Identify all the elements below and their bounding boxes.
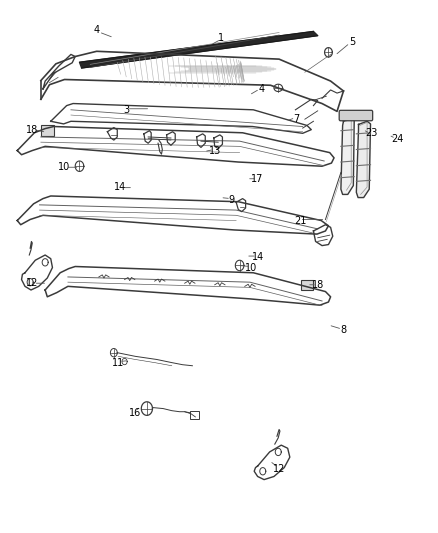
Text: 16: 16 (129, 408, 141, 418)
Bar (300, 279, 314, 290)
Text: 11: 11 (112, 358, 124, 368)
Text: 13: 13 (208, 146, 221, 156)
Polygon shape (79, 31, 318, 68)
Text: 7: 7 (293, 114, 300, 124)
Text: 1: 1 (218, 33, 224, 43)
Text: 4: 4 (259, 84, 265, 94)
Text: 12: 12 (273, 464, 285, 474)
Bar (41, 125, 54, 136)
Text: 8: 8 (340, 325, 346, 335)
Text: 21: 21 (294, 215, 307, 225)
FancyBboxPatch shape (339, 110, 373, 121)
Bar (190, 410, 199, 419)
Text: 23: 23 (365, 128, 378, 138)
Text: 10: 10 (58, 162, 71, 172)
Text: 24: 24 (391, 134, 403, 143)
Text: 17: 17 (251, 174, 264, 184)
Text: 4: 4 (94, 26, 100, 35)
Text: 5: 5 (349, 37, 355, 47)
Text: 14: 14 (251, 252, 264, 262)
Text: 9: 9 (229, 195, 235, 205)
Text: 10: 10 (245, 263, 257, 272)
Text: 18: 18 (311, 280, 324, 290)
Polygon shape (341, 118, 354, 195)
Text: 3: 3 (124, 105, 130, 115)
Text: 14: 14 (114, 182, 127, 191)
Text: 18: 18 (26, 125, 39, 135)
Polygon shape (357, 122, 371, 198)
Text: 12: 12 (26, 278, 39, 288)
